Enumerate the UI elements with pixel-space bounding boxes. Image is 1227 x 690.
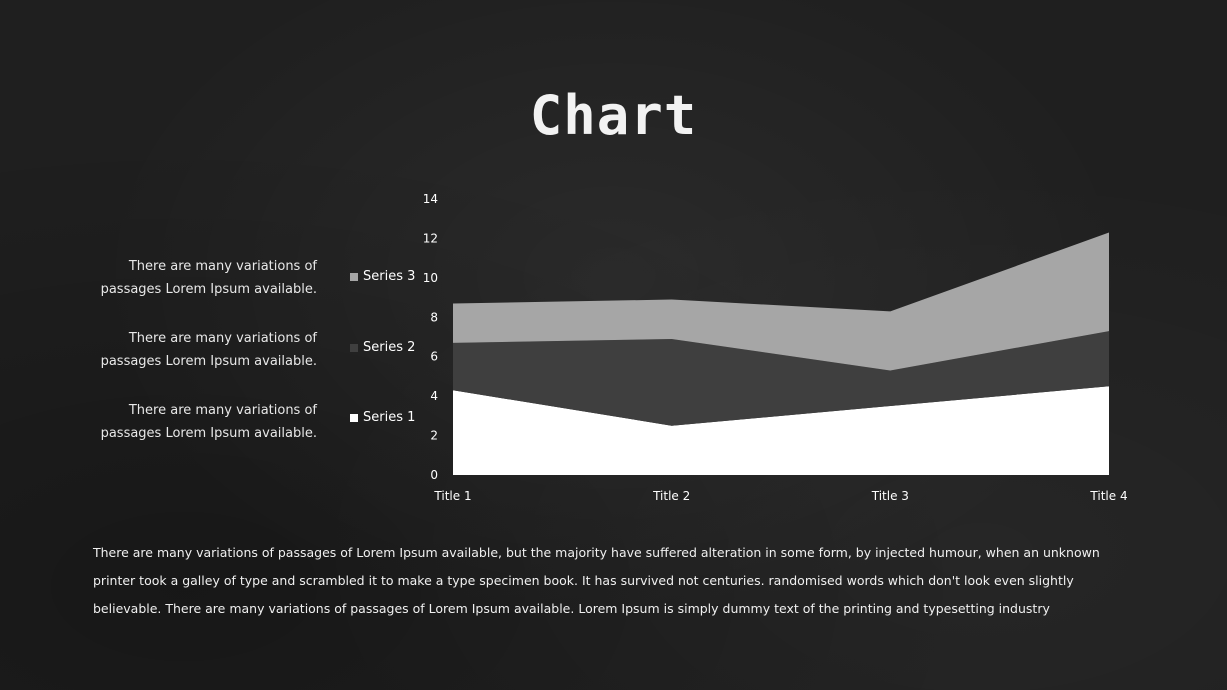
y-tick-label: 2: [430, 429, 438, 443]
legend-swatch: [350, 272, 358, 281]
slide-title: Chart: [529, 84, 698, 147]
side-note-series-1: There are many variations of passages Lo…: [57, 399, 317, 445]
y-tick-label: 6: [430, 350, 438, 364]
legend-label: Series 3: [363, 269, 416, 284]
y-tick-label: 4: [430, 389, 438, 403]
legend-item-series-1: Series 1: [350, 410, 415, 425]
x-tick-label: Title 2: [652, 489, 690, 503]
side-note-line: There are many variations of: [128, 259, 317, 274]
y-tick-label: 0: [430, 468, 438, 482]
area-series-2: [453, 331, 1109, 426]
legend-swatch: [350, 343, 358, 352]
legend-label: Series 1: [363, 410, 416, 425]
side-note-series-2: There are many variations of passages Lo…: [57, 327, 317, 373]
x-tick-label: Title 4: [1089, 489, 1127, 503]
y-tick-label: 10: [423, 271, 438, 285]
y-tick-label: 8: [430, 310, 438, 324]
area-series-3: [453, 232, 1109, 371]
side-note-line: passages Lorem Ipsum available.: [100, 282, 317, 297]
legend-label: Series 2: [363, 340, 416, 355]
legend-item-series-3: Series 3: [350, 269, 415, 284]
x-tick-label: Title 1: [433, 489, 471, 503]
side-note-line: passages Lorem Ipsum available.: [100, 426, 317, 441]
area-series-1: [453, 386, 1109, 475]
side-note-line: There are many variations of: [128, 403, 317, 418]
x-tick-label: Title 3: [871, 489, 909, 503]
side-note-line: passages Lorem Ipsum available.: [100, 354, 317, 369]
y-tick-label: 14: [423, 192, 438, 206]
side-note-line: There are many variations of: [128, 331, 317, 346]
side-note-series-3: There are many variations of passages Lo…: [57, 255, 317, 301]
legend-item-series-2: Series 2: [350, 340, 415, 355]
legend-swatch: [350, 413, 358, 422]
body-paragraph: There are many variations of passages of…: [93, 545, 1100, 616]
y-tick-label: 12: [423, 231, 438, 245]
